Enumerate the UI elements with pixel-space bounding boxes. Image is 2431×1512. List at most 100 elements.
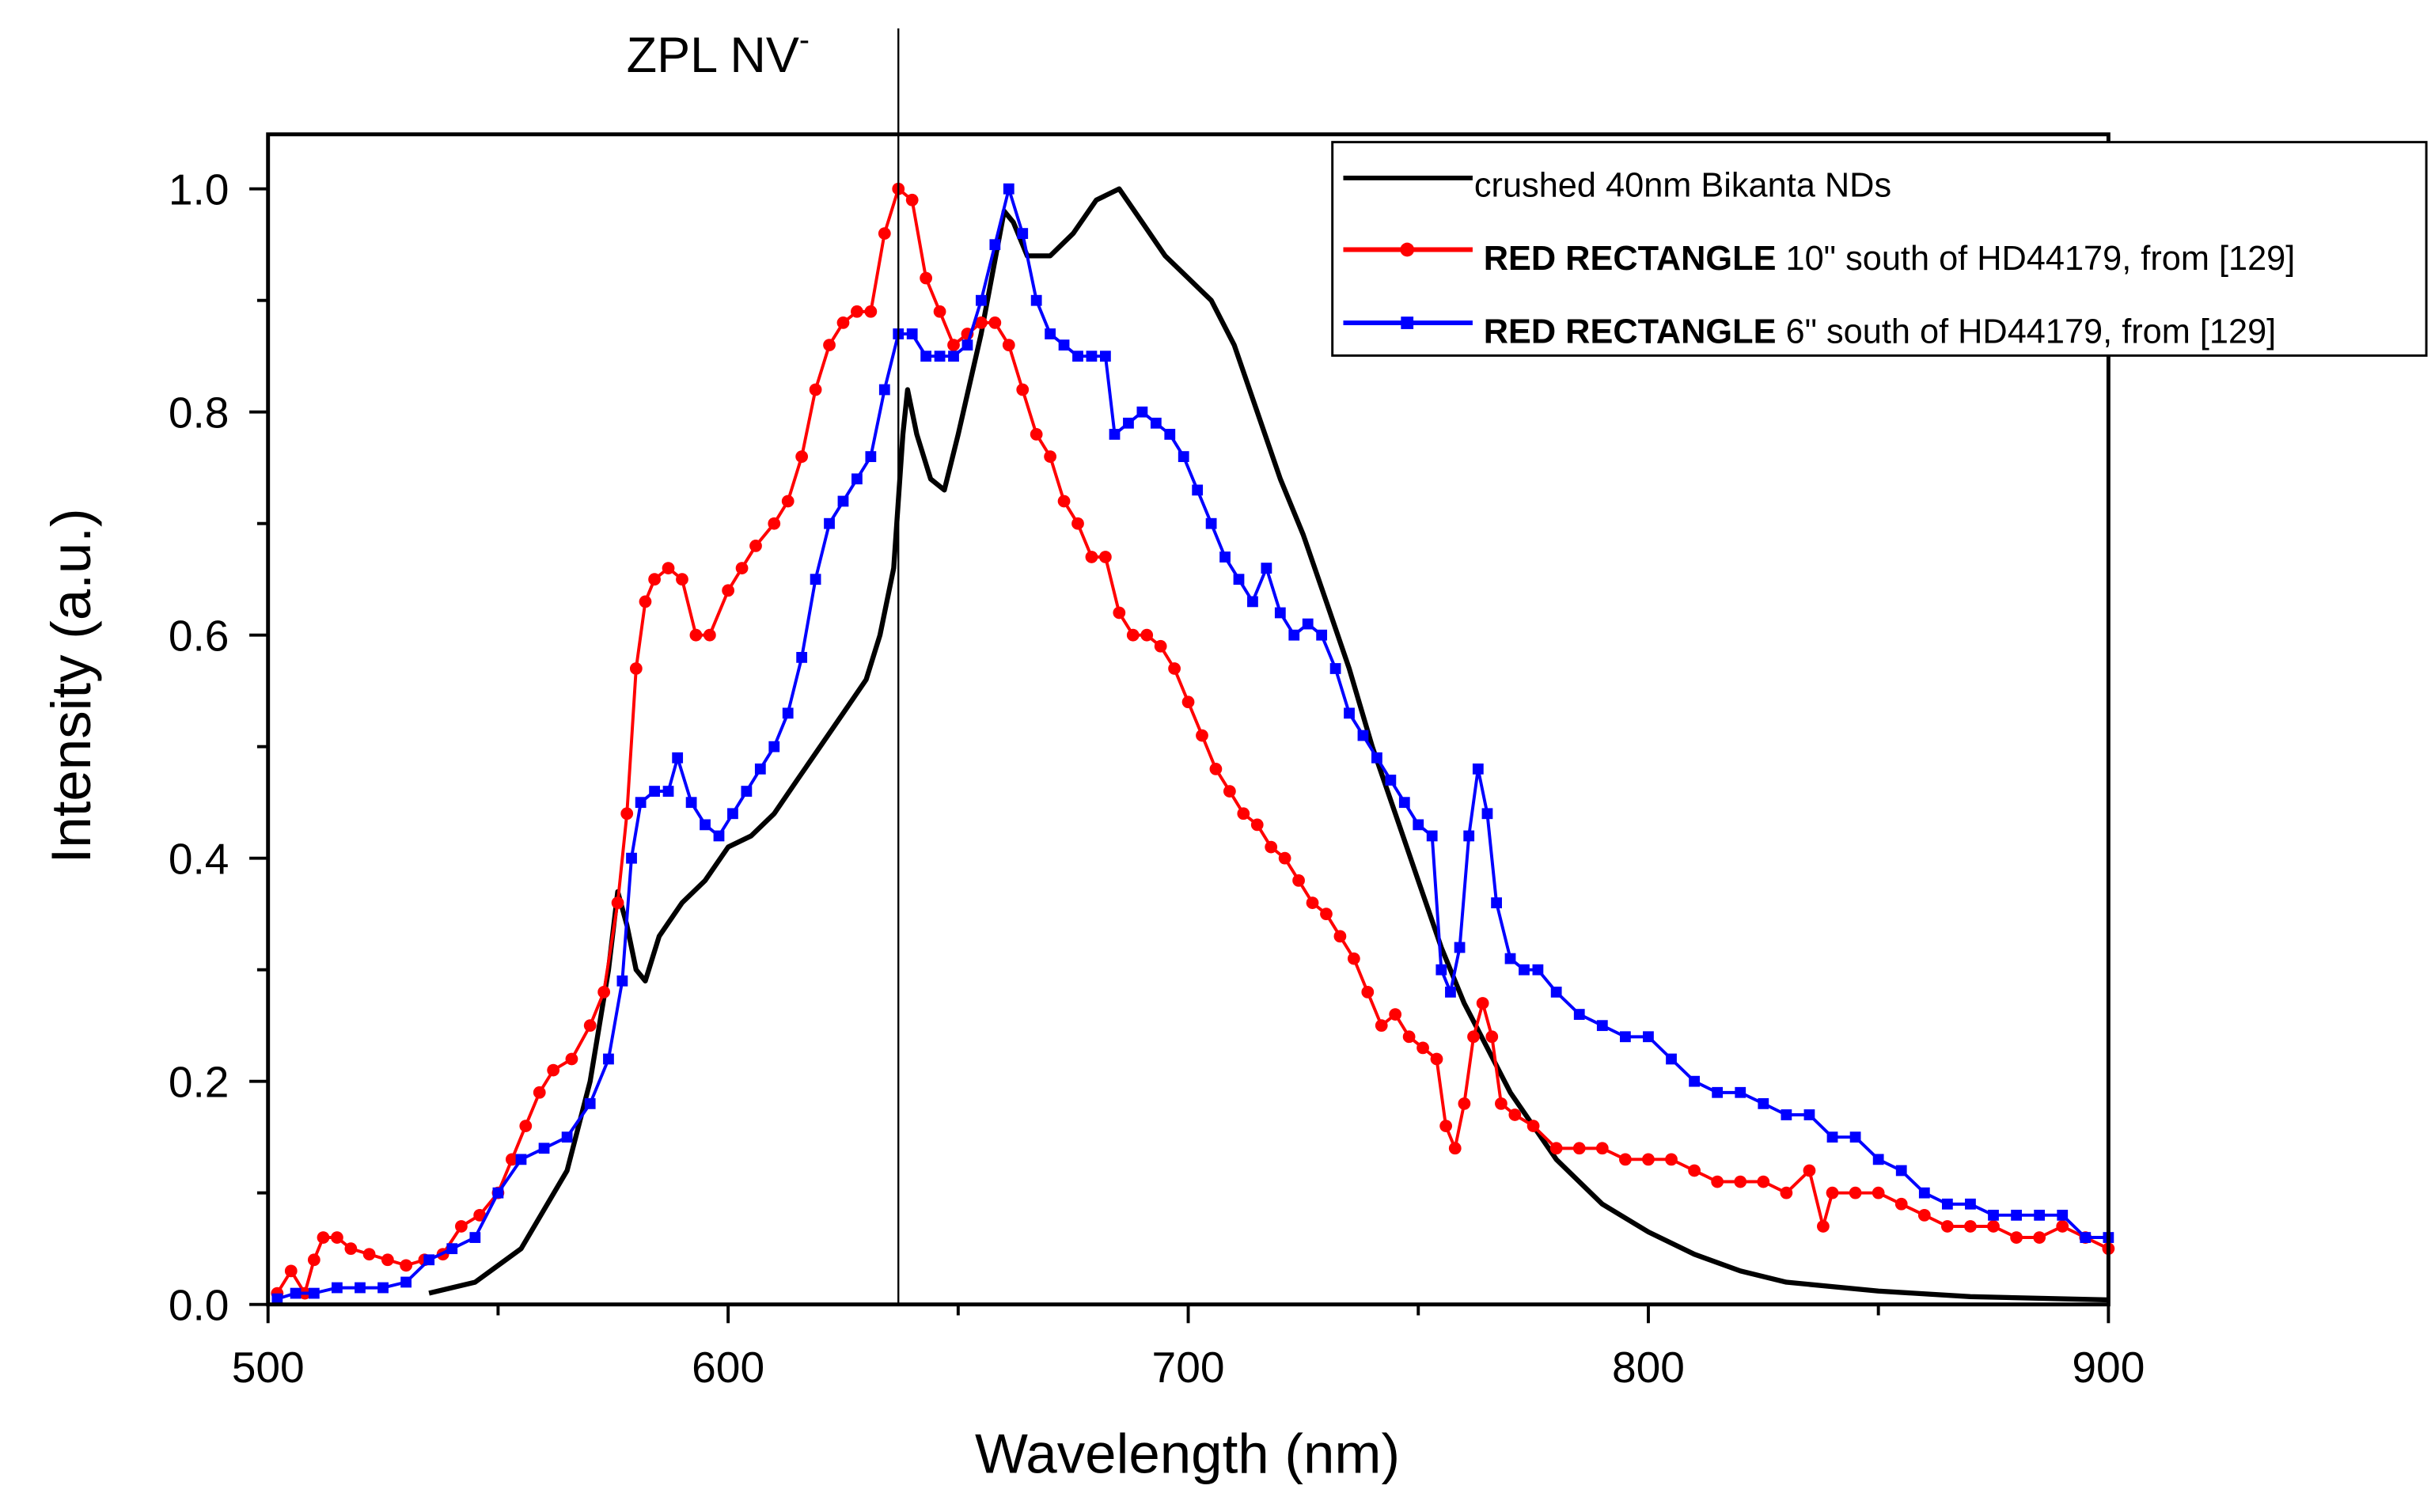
- data-point: [1099, 551, 1112, 563]
- x-tick-label: 800: [1612, 1343, 1685, 1392]
- data-point: [1288, 629, 1300, 641]
- y-tick-label: 0.8: [169, 388, 229, 437]
- data-point: [1385, 775, 1397, 786]
- data-point: [1164, 429, 1176, 440]
- data-point: [988, 316, 1002, 329]
- data-point: [1099, 351, 1111, 362]
- data-point: [934, 351, 946, 362]
- data-point: [989, 239, 1001, 251]
- data-point: [1817, 1220, 1830, 1233]
- data-point: [1086, 351, 1098, 362]
- data-point: [1476, 997, 1489, 1010]
- data-point: [1734, 1175, 1747, 1188]
- data-point: [795, 450, 809, 463]
- data-point: [1735, 1086, 1746, 1098]
- data-point: [533, 1086, 546, 1099]
- data-point: [741, 786, 753, 797]
- data-point: [1495, 1097, 1508, 1110]
- data-point: [1826, 1186, 1839, 1199]
- data-point: [1196, 729, 1208, 742]
- data-point: [1666, 1053, 1677, 1065]
- data-point: [1445, 986, 1456, 998]
- legend-label: RED RECTANGLE 10" south of HD44179, from…: [1484, 240, 2296, 278]
- data-point: [1519, 964, 1530, 976]
- data-point: [1987, 1220, 2000, 1233]
- data-point: [639, 595, 652, 608]
- data-point: [676, 573, 688, 586]
- data-point: [620, 807, 634, 820]
- data-point: [735, 562, 749, 574]
- data-point: [905, 193, 919, 207]
- data-point: [547, 1063, 560, 1077]
- data-point: [1803, 1109, 1815, 1120]
- data-point: [2056, 1220, 2069, 1233]
- data-point: [1918, 1187, 1930, 1199]
- data-point: [1803, 1164, 1816, 1177]
- data-point: [332, 1282, 343, 1294]
- data-point: [446, 1243, 458, 1255]
- data-point: [1057, 495, 1071, 508]
- data-point: [1209, 763, 1223, 775]
- x-tick-label: 600: [692, 1343, 764, 1392]
- series-2: [271, 183, 2114, 1305]
- x-axis-label: Wavelength (nm): [975, 1423, 1400, 1485]
- data-point: [809, 383, 822, 396]
- data-point: [1526, 1120, 1540, 1132]
- data-point: [1357, 729, 1369, 741]
- data-point: [1371, 752, 1382, 764]
- series-line: [276, 187, 2109, 1301]
- data-point: [1109, 429, 1121, 440]
- data-point: [1435, 964, 1447, 976]
- data-point: [1485, 1030, 1499, 1044]
- data-point: [1316, 629, 1328, 641]
- data-point: [2057, 1209, 2069, 1221]
- data-point: [920, 271, 933, 285]
- data-point: [331, 1231, 343, 1244]
- data-point: [1463, 830, 1475, 842]
- data-point: [1154, 639, 1167, 653]
- data-point: [1261, 563, 1272, 574]
- data-point: [1712, 1086, 1724, 1098]
- data-point: [1219, 551, 1231, 563]
- data-point: [400, 1276, 412, 1288]
- x-tick-label: 500: [232, 1343, 305, 1392]
- data-point: [878, 384, 890, 396]
- data-point: [1417, 1041, 1429, 1055]
- plot-area: [271, 182, 2115, 1305]
- zpl-annotation: ZPL NV-: [627, 22, 810, 83]
- data-point: [1941, 1198, 1953, 1210]
- data-point: [948, 351, 959, 362]
- data-point: [1058, 339, 1070, 351]
- data-point: [1333, 930, 1347, 943]
- data-point: [1045, 328, 1056, 339]
- data-point: [1711, 1175, 1724, 1188]
- data-point: [700, 819, 711, 831]
- data-point: [1402, 1030, 1416, 1044]
- data-point: [906, 328, 918, 339]
- data-point: [1872, 1154, 1884, 1165]
- data-point: [933, 305, 946, 318]
- data-point: [1113, 606, 1126, 620]
- data-point: [1894, 1197, 1908, 1211]
- data-point: [1439, 1120, 1453, 1132]
- data-point: [810, 574, 821, 585]
- data-point: [1472, 763, 1484, 775]
- data-point: [1849, 1131, 1861, 1143]
- data-point: [1549, 1142, 1563, 1155]
- data-point: [1940, 1220, 1954, 1233]
- data-point: [317, 1231, 330, 1244]
- zpl-superscript: -: [799, 22, 810, 57]
- data-point: [1458, 1097, 1471, 1110]
- data-point: [689, 628, 703, 642]
- square-marker-icon: [1401, 316, 1414, 329]
- data-point: [515, 1154, 527, 1165]
- data-point: [473, 1208, 487, 1222]
- data-point: [2080, 1232, 2092, 1243]
- data-point: [727, 808, 738, 820]
- legend: crushed 40nm Bikanta NDs RED RECTANGLE 1…: [1331, 141, 2428, 357]
- data-point: [1274, 607, 1286, 619]
- data-point: [1265, 840, 1278, 854]
- data-point: [355, 1282, 366, 1294]
- data-point: [423, 1254, 435, 1266]
